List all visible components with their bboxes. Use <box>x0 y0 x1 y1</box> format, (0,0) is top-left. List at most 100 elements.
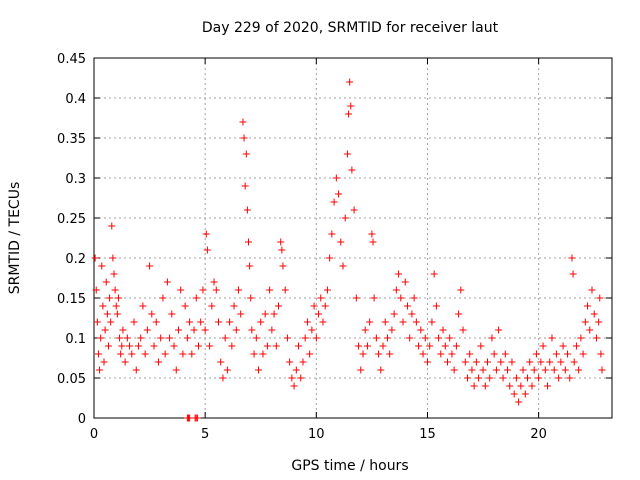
data-point <box>481 382 489 390</box>
data-point <box>157 334 165 342</box>
data-point <box>559 342 567 350</box>
data-point <box>403 302 411 310</box>
data-point <box>96 366 104 374</box>
data-point <box>366 318 374 326</box>
data-point <box>168 310 176 318</box>
data-point <box>243 206 251 214</box>
data-point <box>226 318 234 326</box>
data-point <box>428 318 436 326</box>
data-point <box>477 342 485 350</box>
data-point <box>255 366 263 374</box>
data-point <box>308 326 316 334</box>
data-point <box>596 294 604 302</box>
x-tick-label: 5 <box>201 427 209 442</box>
data-point <box>259 350 267 358</box>
data-point <box>240 134 248 142</box>
data-point <box>188 350 196 358</box>
data-point <box>250 350 258 358</box>
data-point <box>146 262 154 270</box>
data-point <box>392 286 400 294</box>
data-point <box>332 174 340 182</box>
data-point <box>377 366 385 374</box>
data-point <box>246 262 254 270</box>
data-point <box>203 246 211 254</box>
data-point <box>475 374 483 382</box>
data-point <box>159 294 167 302</box>
data-point <box>181 302 189 310</box>
data-point <box>406 334 414 342</box>
data-point <box>541 366 549 374</box>
x-tick-label: 0 <box>90 427 98 442</box>
data-point <box>504 366 512 374</box>
data-point <box>102 278 110 286</box>
y-tick-label: 0.35 <box>57 132 86 147</box>
data-point <box>277 238 285 246</box>
data-point <box>466 350 474 358</box>
data-point <box>417 326 425 334</box>
data-point <box>261 310 269 318</box>
data-point <box>383 334 391 342</box>
data-point <box>579 350 587 358</box>
data-point <box>375 350 383 358</box>
data-point <box>268 326 276 334</box>
data-point <box>248 326 256 334</box>
data-point <box>337 238 345 246</box>
data-point <box>435 334 443 342</box>
data-point <box>235 286 243 294</box>
data-point <box>99 302 107 310</box>
data-point <box>183 334 191 342</box>
data-point <box>228 342 236 350</box>
data-point <box>143 326 151 334</box>
data-point <box>446 334 454 342</box>
data-point <box>170 342 178 350</box>
data-point <box>441 342 449 350</box>
data-point <box>117 350 125 358</box>
data-point <box>239 118 247 126</box>
data-point <box>450 366 458 374</box>
data-point <box>104 342 112 350</box>
data-point <box>479 366 487 374</box>
data-point <box>570 358 578 366</box>
data-point <box>126 342 134 350</box>
data-point <box>343 150 351 158</box>
data-point <box>123 334 131 342</box>
data-point <box>561 366 569 374</box>
data-point <box>510 390 518 398</box>
data-point <box>279 262 287 270</box>
data-point <box>412 318 420 326</box>
data-point <box>335 190 343 198</box>
data-point <box>98 262 106 270</box>
data-point <box>521 390 529 398</box>
x-tick-label: 20 <box>530 427 547 442</box>
data-point <box>564 350 572 358</box>
data-point <box>537 358 545 366</box>
data-point <box>137 334 145 342</box>
data-point <box>208 302 216 310</box>
data-point <box>370 294 378 302</box>
data-point <box>148 310 156 318</box>
data-point <box>548 334 556 342</box>
data-point <box>577 334 585 342</box>
data-point <box>592 334 600 342</box>
data-point <box>163 278 171 286</box>
data-point <box>544 382 552 390</box>
data-point <box>395 270 403 278</box>
data-points <box>91 78 606 422</box>
data-point <box>572 342 580 350</box>
data-point <box>281 286 289 294</box>
data-point <box>174 326 182 334</box>
data-point <box>223 366 231 374</box>
data-point <box>519 366 527 374</box>
data-point <box>359 350 367 358</box>
data-point <box>495 326 503 334</box>
data-point <box>323 286 331 294</box>
data-point <box>288 374 296 382</box>
data-point <box>499 374 507 382</box>
data-point <box>557 358 565 366</box>
data-point <box>317 294 325 302</box>
data-point <box>361 326 369 334</box>
data-point <box>437 350 445 358</box>
data-point <box>568 254 576 262</box>
data-point <box>517 382 525 390</box>
